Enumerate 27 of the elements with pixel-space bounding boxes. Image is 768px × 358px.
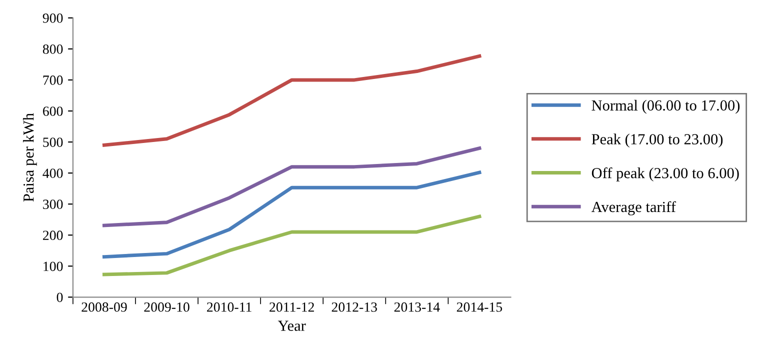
line-series	[102, 146, 482, 228]
y-tick-label: 400	[42, 168, 63, 178]
y-tick-label: 100	[44, 262, 63, 272]
y-tick-label: 900	[42, 13, 63, 23]
x-tick-label: 2011-12	[270, 302, 314, 312]
x-tick-label: 2010-11	[207, 302, 252, 312]
legend-label: Off peak (23.00 to 6.00)	[592, 167, 739, 182]
legend-label: Peak (17.00 to 23.00)	[592, 134, 723, 148]
y-tick-label: 500	[43, 138, 63, 147]
line-series	[102, 54, 482, 147]
legend-label: Average tariff	[591, 201, 676, 216]
y-tick-label: 700	[43, 76, 63, 85]
line-series	[102, 170, 482, 259]
y-tick-label: 600	[43, 106, 63, 116]
x-tick-label: 2009-10	[144, 302, 190, 312]
x-axis-title: Year	[278, 320, 306, 331]
y-tick-label: 800	[42, 44, 63, 54]
x-tick-label: 2013-14	[394, 302, 440, 312]
x-tick-label: 2008-09	[82, 302, 127, 312]
y-axis-title: Paisa per kWh	[22, 113, 37, 202]
legend-label: Normal (06.00 to 17.00)	[592, 100, 740, 114]
y-tick-label: 300	[43, 200, 63, 210]
x-tick-label: 2014-15	[456, 302, 502, 312]
line-series	[102, 214, 482, 276]
x-tick-label: 2012-13	[332, 302, 377, 312]
y-tick-label: 200	[43, 230, 63, 240]
y-tick-label: 0	[56, 292, 63, 302]
